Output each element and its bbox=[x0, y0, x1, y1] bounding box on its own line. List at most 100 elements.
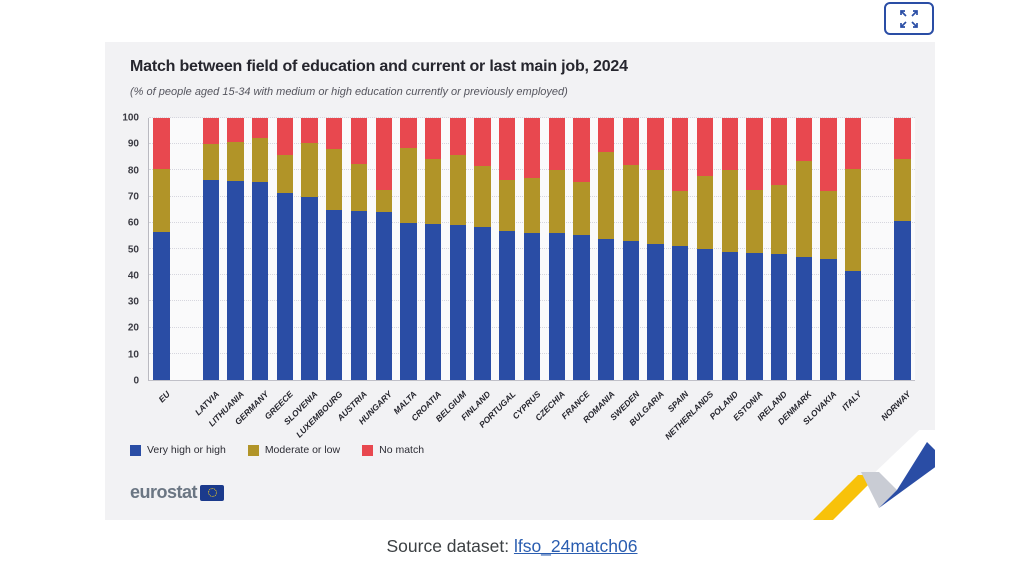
segment-slovakia-no-match[interactable] bbox=[820, 118, 837, 192]
source-dataset-link[interactable]: lfso_24match06 bbox=[513, 536, 638, 556]
segment-netherlands-moderate-or-low[interactable] bbox=[696, 175, 714, 249]
segment-netherlands-very-high-or-high[interactable] bbox=[696, 248, 714, 380]
bar-poland[interactable] bbox=[721, 118, 738, 380]
segment-malta-no-match[interactable] bbox=[400, 118, 417, 149]
segment-belgium-very-high-or-high[interactable] bbox=[449, 225, 467, 380]
bar-cyprus[interactable] bbox=[523, 118, 541, 380]
segment-greece-no-match[interactable] bbox=[276, 118, 294, 155]
segment-ireland-no-match[interactable] bbox=[770, 118, 788, 185]
segment-italy-very-high-or-high[interactable] bbox=[845, 271, 862, 380]
segment-luxembourg-very-high-or-high[interactable] bbox=[326, 209, 343, 380]
bar-greece[interactable] bbox=[276, 118, 294, 380]
segment-poland-no-match[interactable] bbox=[721, 118, 738, 171]
segment-cyprus-very-high-or-high[interactable] bbox=[523, 233, 541, 380]
segment-belgium-no-match[interactable] bbox=[449, 118, 467, 155]
bar-bulgaria[interactable] bbox=[647, 118, 664, 380]
segment-finland-moderate-or-low[interactable] bbox=[474, 166, 491, 227]
bar-norway[interactable] bbox=[894, 118, 911, 380]
bar-ireland[interactable] bbox=[770, 118, 788, 380]
segment-netherlands-no-match[interactable] bbox=[696, 118, 714, 176]
bar-portugal[interactable] bbox=[499, 118, 516, 380]
segment-spain-moderate-or-low[interactable] bbox=[672, 191, 689, 247]
segment-lithuania-very-high-or-high[interactable] bbox=[227, 180, 244, 380]
segment-bulgaria-no-match[interactable] bbox=[647, 118, 664, 171]
segment-sweden-no-match[interactable] bbox=[622, 118, 639, 166]
segment-hungary-very-high-or-high[interactable] bbox=[375, 212, 392, 380]
segment-denmark-moderate-or-low[interactable] bbox=[795, 161, 812, 257]
segment-eu-very-high-or-high[interactable] bbox=[153, 231, 170, 380]
segment-germany-no-match[interactable] bbox=[252, 118, 269, 138]
bar-austria[interactable] bbox=[350, 118, 368, 380]
bar-czechia[interactable] bbox=[548, 118, 565, 380]
segment-malta-very-high-or-high[interactable] bbox=[400, 222, 417, 380]
segment-portugal-moderate-or-low[interactable] bbox=[499, 179, 516, 231]
segment-denmark-very-high-or-high[interactable] bbox=[795, 256, 812, 380]
segment-portugal-very-high-or-high[interactable] bbox=[499, 230, 516, 380]
segment-greece-moderate-or-low[interactable] bbox=[276, 154, 294, 193]
segment-italy-no-match[interactable] bbox=[845, 118, 862, 170]
segment-finland-no-match[interactable] bbox=[474, 118, 491, 167]
bar-spain[interactable] bbox=[672, 118, 689, 380]
segment-austria-very-high-or-high[interactable] bbox=[350, 211, 368, 380]
bar-sweden[interactable] bbox=[622, 118, 639, 380]
segment-romania-moderate-or-low[interactable] bbox=[597, 152, 615, 239]
bar-france[interactable] bbox=[573, 118, 590, 380]
segment-denmark-no-match[interactable] bbox=[795, 118, 812, 162]
segment-norway-no-match[interactable] bbox=[894, 118, 911, 159]
segment-lithuania-moderate-or-low[interactable] bbox=[227, 141, 244, 181]
segment-luxembourg-no-match[interactable] bbox=[326, 118, 343, 150]
segment-austria-no-match[interactable] bbox=[350, 118, 368, 164]
segment-lithuania-no-match[interactable] bbox=[227, 118, 244, 142]
segment-czechia-very-high-or-high[interactable] bbox=[548, 233, 565, 380]
segment-hungary-no-match[interactable] bbox=[375, 118, 392, 191]
bar-slovakia[interactable] bbox=[820, 118, 837, 380]
segment-bulgaria-moderate-or-low[interactable] bbox=[647, 170, 664, 244]
segment-slovenia-very-high-or-high[interactable] bbox=[301, 196, 318, 380]
segment-estonia-very-high-or-high[interactable] bbox=[746, 252, 763, 380]
segment-slovenia-moderate-or-low[interactable] bbox=[301, 142, 318, 197]
segment-croatia-moderate-or-low[interactable] bbox=[424, 158, 442, 225]
bar-belgium[interactable] bbox=[449, 118, 467, 380]
segment-italy-moderate-or-low[interactable] bbox=[845, 169, 862, 272]
segment-sweden-moderate-or-low[interactable] bbox=[622, 165, 639, 242]
segment-latvia-moderate-or-low[interactable] bbox=[202, 144, 219, 180]
segment-latvia-no-match[interactable] bbox=[202, 118, 219, 145]
segment-france-very-high-or-high[interactable] bbox=[573, 234, 590, 380]
bar-germany[interactable] bbox=[252, 118, 269, 380]
segment-ireland-moderate-or-low[interactable] bbox=[770, 184, 788, 255]
segment-romania-no-match[interactable] bbox=[597, 118, 615, 153]
segment-eu-no-match[interactable] bbox=[153, 118, 170, 170]
bar-italy[interactable] bbox=[845, 118, 862, 380]
segment-belgium-moderate-or-low[interactable] bbox=[449, 154, 467, 226]
bar-estonia[interactable] bbox=[746, 118, 763, 380]
segment-france-no-match[interactable] bbox=[573, 118, 590, 183]
segment-finland-very-high-or-high[interactable] bbox=[474, 226, 491, 380]
segment-poland-very-high-or-high[interactable] bbox=[721, 251, 738, 380]
segment-croatia-no-match[interactable] bbox=[424, 118, 442, 159]
segment-norway-very-high-or-high[interactable] bbox=[894, 221, 911, 380]
bar-eu[interactable] bbox=[153, 118, 170, 380]
segment-croatia-very-high-or-high[interactable] bbox=[424, 224, 442, 380]
segment-bulgaria-very-high-or-high[interactable] bbox=[647, 243, 664, 380]
segment-norway-moderate-or-low[interactable] bbox=[894, 158, 911, 222]
bar-malta[interactable] bbox=[400, 118, 417, 380]
bar-croatia[interactable] bbox=[424, 118, 442, 380]
segment-spain-very-high-or-high[interactable] bbox=[672, 246, 689, 380]
segment-ireland-very-high-or-high[interactable] bbox=[770, 254, 788, 380]
segment-romania-very-high-or-high[interactable] bbox=[597, 238, 615, 380]
bar-romania[interactable] bbox=[597, 118, 615, 380]
segment-poland-moderate-or-low[interactable] bbox=[721, 170, 738, 252]
segment-sweden-very-high-or-high[interactable] bbox=[622, 241, 639, 380]
segment-slovakia-moderate-or-low[interactable] bbox=[820, 191, 837, 260]
segment-cyprus-no-match[interactable] bbox=[523, 118, 541, 179]
segment-cyprus-moderate-or-low[interactable] bbox=[523, 178, 541, 234]
segment-malta-moderate-or-low[interactable] bbox=[400, 148, 417, 223]
segment-greece-very-high-or-high[interactable] bbox=[276, 192, 294, 380]
segment-czechia-moderate-or-low[interactable] bbox=[548, 170, 565, 234]
segment-estonia-no-match[interactable] bbox=[746, 118, 763, 191]
bar-finland[interactable] bbox=[474, 118, 491, 380]
segment-portugal-no-match[interactable] bbox=[499, 118, 516, 180]
bar-denmark[interactable] bbox=[795, 118, 812, 380]
bar-latvia[interactable] bbox=[202, 118, 219, 380]
bar-netherlands[interactable] bbox=[696, 118, 714, 380]
